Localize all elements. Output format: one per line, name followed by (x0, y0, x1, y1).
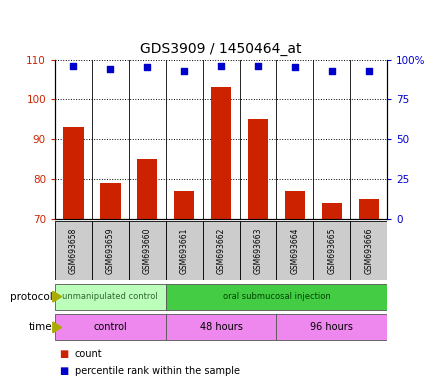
Bar (129, 221, 166, 280)
Bar (248, 119, 268, 219)
Text: count: count (75, 349, 103, 359)
Bar (137, 159, 158, 219)
Point (181, 68, 188, 74)
Bar (239, 221, 276, 280)
Text: GSM693664: GSM693664 (290, 227, 300, 274)
Bar (100, 183, 121, 219)
Text: oral submucosal injection: oral submucosal injection (223, 292, 330, 301)
Text: protocol: protocol (10, 291, 53, 302)
Text: GSM693663: GSM693663 (253, 227, 263, 274)
Text: unmanipulated control: unmanipulated control (62, 292, 158, 301)
Bar (211, 88, 231, 219)
Point (144, 65, 151, 71)
Bar (55, 284, 166, 310)
Bar (276, 314, 387, 340)
Bar (313, 221, 350, 280)
Title: GDS3909 / 1450464_at: GDS3909 / 1450464_at (140, 42, 302, 56)
Text: 48 hours: 48 hours (200, 322, 242, 333)
Text: GSM693661: GSM693661 (180, 227, 189, 274)
Point (107, 66, 114, 72)
Bar (63, 127, 84, 219)
Bar (203, 221, 239, 280)
Bar (55, 221, 92, 280)
Point (218, 63, 225, 69)
Bar (166, 221, 203, 280)
Text: percentile rank within the sample: percentile rank within the sample (75, 366, 240, 376)
Text: ■: ■ (59, 349, 69, 359)
Bar (285, 191, 305, 219)
Bar (166, 314, 276, 340)
Point (254, 63, 261, 69)
Bar (174, 191, 194, 219)
Point (291, 65, 298, 71)
Bar (92, 221, 129, 280)
Point (328, 68, 335, 74)
Text: GSM693658: GSM693658 (69, 227, 78, 274)
Text: ■: ■ (59, 366, 69, 376)
Text: GSM693660: GSM693660 (143, 227, 152, 274)
Text: GSM693662: GSM693662 (216, 227, 226, 274)
Text: GSM693666: GSM693666 (364, 227, 373, 274)
Bar (350, 221, 387, 280)
Point (365, 68, 372, 74)
Bar (359, 199, 379, 219)
Text: 96 hours: 96 hours (310, 322, 353, 333)
Text: control: control (93, 322, 127, 333)
Text: time: time (29, 322, 53, 333)
Bar (322, 203, 342, 219)
Text: GSM693659: GSM693659 (106, 227, 115, 274)
Bar (276, 221, 313, 280)
Point (70, 63, 77, 69)
Bar (55, 314, 166, 340)
Bar (166, 284, 387, 310)
Text: GSM693665: GSM693665 (327, 227, 336, 274)
